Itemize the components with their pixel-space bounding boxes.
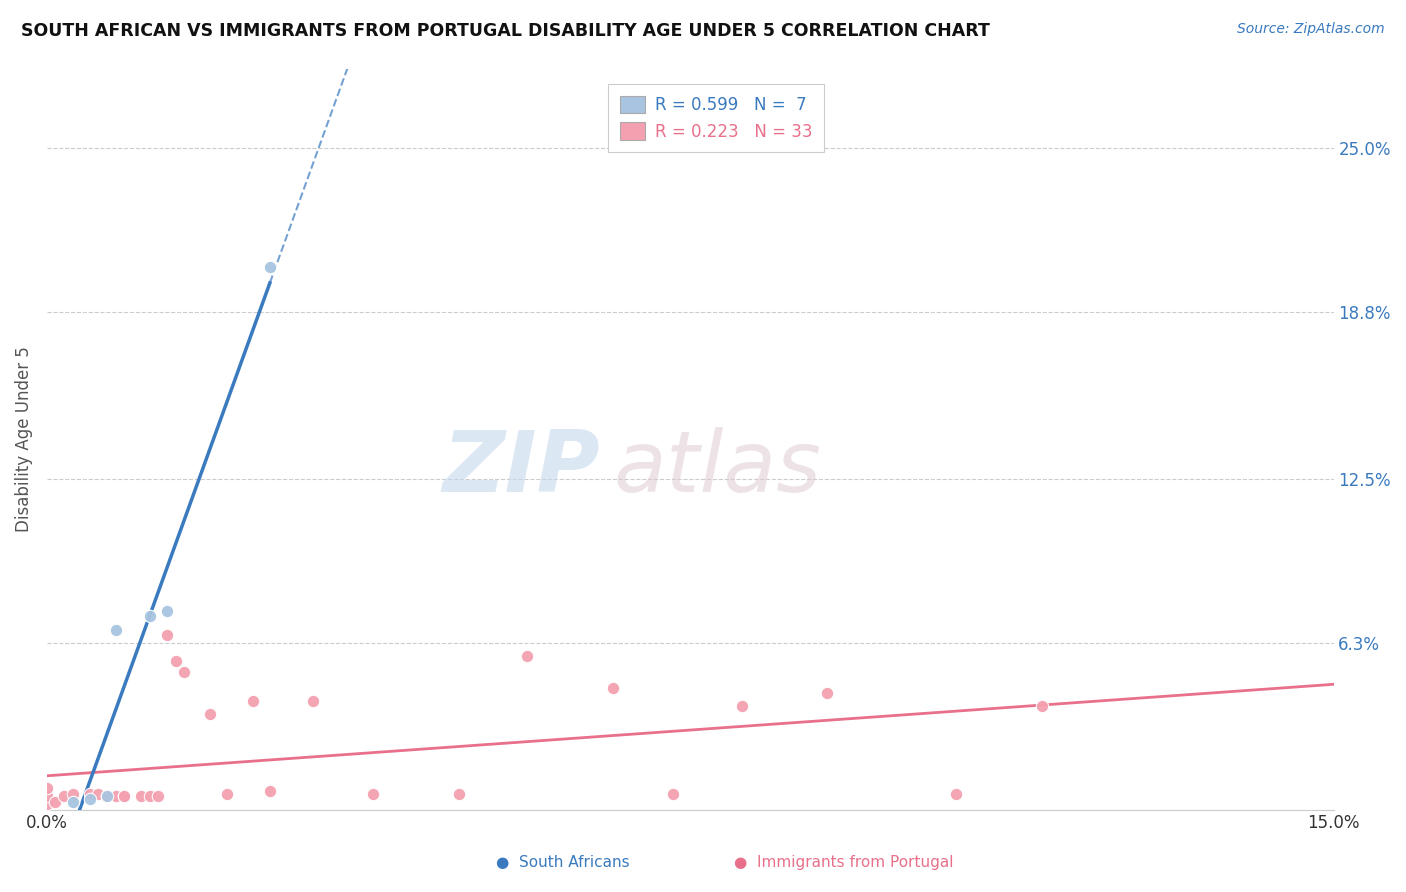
Text: SOUTH AFRICAN VS IMMIGRANTS FROM PORTUGAL DISABILITY AGE UNDER 5 CORRELATION CHA: SOUTH AFRICAN VS IMMIGRANTS FROM PORTUGA… bbox=[21, 22, 990, 40]
Point bbox=[301, 694, 323, 708]
Legend: R = 0.599   N =  7, R = 0.223   N = 33: R = 0.599 N = 7, R = 0.223 N = 33 bbox=[607, 84, 824, 153]
Text: atlas: atlas bbox=[613, 427, 821, 510]
Point bbox=[156, 628, 179, 642]
Point bbox=[259, 784, 281, 798]
Point bbox=[53, 789, 76, 804]
Point bbox=[447, 787, 470, 801]
Point bbox=[1031, 699, 1053, 714]
Point bbox=[156, 604, 179, 618]
Point bbox=[731, 699, 754, 714]
Point bbox=[215, 787, 238, 801]
Point bbox=[148, 789, 170, 804]
Point bbox=[104, 789, 127, 804]
Point bbox=[35, 781, 58, 796]
Point bbox=[165, 654, 187, 668]
Point bbox=[139, 789, 162, 804]
Point bbox=[259, 260, 281, 274]
Point bbox=[662, 787, 685, 801]
Point bbox=[96, 789, 118, 804]
Point bbox=[361, 787, 384, 801]
Point bbox=[104, 623, 127, 637]
Point bbox=[602, 681, 624, 695]
Point bbox=[112, 789, 135, 804]
Point bbox=[112, 789, 135, 804]
Point bbox=[198, 707, 221, 722]
Text: Source: ZipAtlas.com: Source: ZipAtlas.com bbox=[1237, 22, 1385, 37]
Point bbox=[62, 787, 84, 801]
Text: ●  Immigrants from Portugal: ● Immigrants from Portugal bbox=[734, 855, 953, 870]
Point bbox=[35, 789, 58, 804]
Point bbox=[817, 686, 839, 700]
Y-axis label: Disability Age Under 5: Disability Age Under 5 bbox=[15, 346, 32, 532]
Point bbox=[139, 609, 162, 624]
Point bbox=[79, 792, 101, 806]
Point bbox=[87, 787, 110, 801]
Text: ZIP: ZIP bbox=[443, 427, 600, 510]
Point bbox=[129, 789, 152, 804]
Point bbox=[945, 787, 967, 801]
Point bbox=[173, 665, 195, 679]
Point bbox=[96, 789, 118, 804]
Point bbox=[62, 795, 84, 809]
Point bbox=[242, 694, 264, 708]
Point bbox=[44, 795, 66, 809]
Point bbox=[79, 787, 101, 801]
Point bbox=[96, 789, 118, 804]
Point bbox=[516, 648, 538, 663]
Text: ●  South Africans: ● South Africans bbox=[495, 855, 630, 870]
Point bbox=[35, 797, 58, 812]
